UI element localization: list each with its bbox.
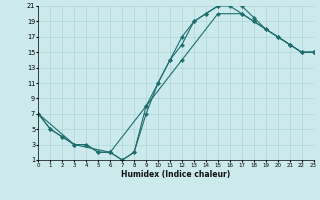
X-axis label: Humidex (Indice chaleur): Humidex (Indice chaleur): [121, 170, 231, 179]
